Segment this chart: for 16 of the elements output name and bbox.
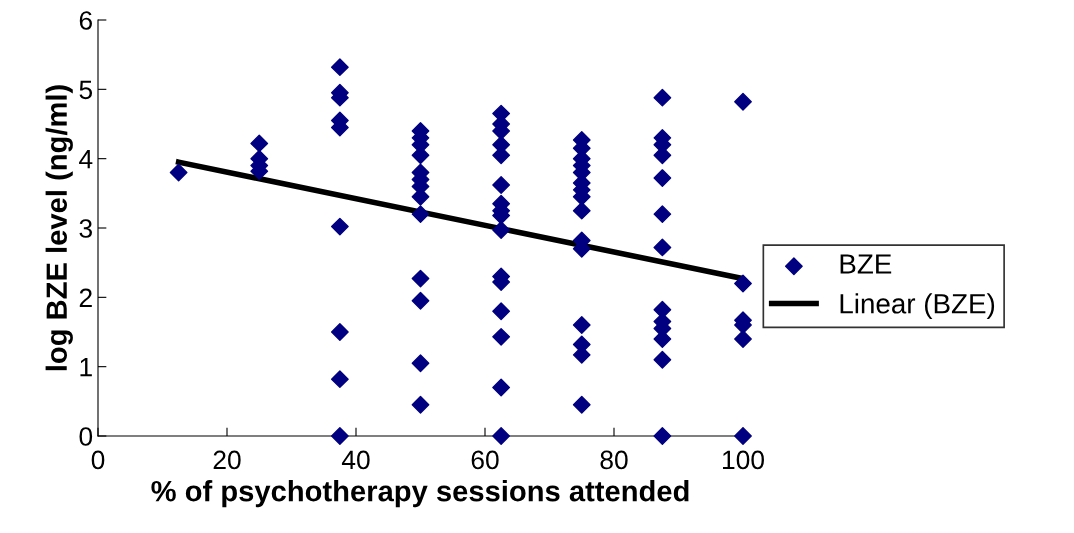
x-tick-label: 40 <box>341 450 370 470</box>
legend-label: BZE <box>840 254 892 274</box>
y-tick-label: 4 <box>79 150 93 169</box>
y-tick-label: 3 <box>79 219 92 238</box>
legend-label: Linear (BZE) <box>840 293 995 320</box>
x-tick-label: 80 <box>600 450 628 470</box>
x-tick-label: 60 <box>471 450 499 470</box>
y-axis-title: log BZE level (ng/ml) <box>45 85 73 371</box>
x-tick-label: 20 <box>213 450 241 470</box>
y-tick-label: 6 <box>79 11 92 30</box>
y-tick-label: 5 <box>79 80 93 100</box>
x-tick-label: 100 <box>723 450 764 470</box>
y-tick-label: 0 <box>79 427 93 446</box>
y-tick-label: 1 <box>80 358 92 377</box>
y-tick-label: 2 <box>79 288 92 307</box>
x-axis-title: % of psychotherapy sessions attended <box>151 480 689 508</box>
